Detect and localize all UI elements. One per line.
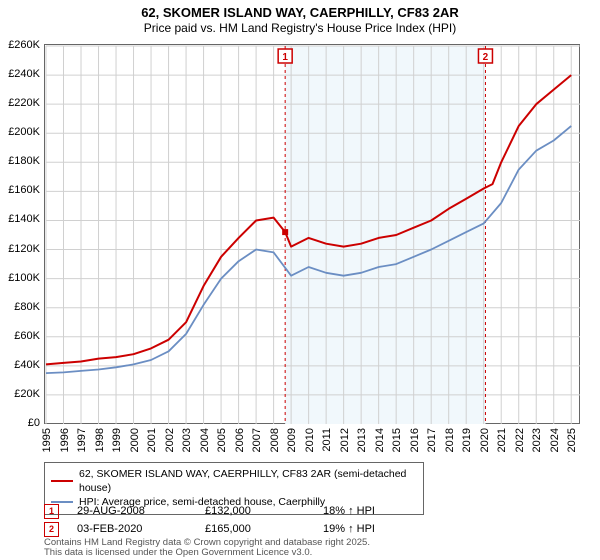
xtick-label: 2012	[339, 428, 351, 452]
ytick-label: £60K	[0, 330, 40, 342]
xtick-label: 2002	[164, 428, 176, 452]
marker-date: 29-AUG-2008	[77, 505, 187, 517]
ytick-label: £160K	[0, 184, 40, 196]
marker-price: £165,000	[205, 523, 305, 535]
plot-svg: 12	[45, 45, 581, 425]
ytick-label: £220K	[0, 97, 40, 109]
marker-delta: 18% ↑ HPI	[323, 505, 443, 517]
ytick-label: £40K	[0, 359, 40, 371]
attribution-line: This data is licensed under the Open Gov…	[44, 548, 584, 558]
ytick-label: £200K	[0, 126, 40, 138]
xtick-label: 2008	[269, 428, 281, 452]
xtick-label: 2015	[391, 428, 403, 452]
ytick-label: £20K	[0, 388, 40, 400]
xtick-label: 2019	[461, 428, 473, 452]
plot-region: 12	[44, 44, 580, 424]
xtick-label: 2014	[374, 428, 386, 452]
markers-table: 1 29-AUG-2008 £132,000 18% ↑ HPI 2 03-FE…	[44, 502, 580, 538]
legend-swatch-property	[51, 480, 73, 482]
xtick-label: 2010	[304, 428, 316, 452]
page-title: 62, SKOMER ISLAND WAY, CAERPHILLY, CF83 …	[0, 0, 600, 21]
marker-row: 2 03-FEB-2020 £165,000 19% ↑ HPI	[44, 520, 580, 538]
xtick-label: 2017	[426, 428, 438, 452]
xtick-label: 2020	[479, 428, 491, 452]
xtick-label: 2003	[181, 428, 193, 452]
ytick-label: £140K	[0, 213, 40, 225]
marker-date: 03-FEB-2020	[77, 523, 187, 535]
attribution: Contains HM Land Registry data © Crown c…	[44, 538, 584, 558]
xtick-label: 2013	[356, 428, 368, 452]
marker-badge: 2	[44, 522, 59, 537]
legend-row-property: 62, SKOMER ISLAND WAY, CAERPHILLY, CF83 …	[51, 467, 417, 495]
xtick-label: 2004	[199, 428, 211, 452]
chart-area: 12	[44, 44, 580, 424]
xtick-label: 2021	[496, 428, 508, 452]
ytick-label: £0	[0, 417, 40, 429]
marker-price: £132,000	[205, 505, 305, 517]
xtick-label: 2016	[409, 428, 421, 452]
ytick-label: £180K	[0, 155, 40, 167]
xtick-label: 2024	[549, 428, 561, 452]
xtick-label: 2007	[251, 428, 263, 452]
xtick-label: 1997	[76, 428, 88, 452]
xtick-label: 2023	[531, 428, 543, 452]
xtick-label: 2022	[514, 428, 526, 452]
chart-container: 62, SKOMER ISLAND WAY, CAERPHILLY, CF83 …	[0, 0, 600, 560]
xtick-label: 2011	[321, 428, 333, 452]
xtick-label: 1996	[59, 428, 71, 452]
marker-delta: 19% ↑ HPI	[323, 523, 443, 535]
marker-badge: 1	[44, 504, 59, 519]
xtick-label: 2001	[146, 428, 158, 452]
xtick-label: 2006	[234, 428, 246, 452]
ytick-label: £100K	[0, 272, 40, 284]
xtick-label: 1999	[111, 428, 123, 452]
xtick-label: 2018	[444, 428, 456, 452]
xtick-label: 2005	[216, 428, 228, 452]
xtick-label: 2009	[286, 428, 298, 452]
ytick-label: £240K	[0, 68, 40, 80]
svg-text:1: 1	[282, 52, 288, 63]
marker-row: 1 29-AUG-2008 £132,000 18% ↑ HPI	[44, 502, 580, 520]
svg-text:2: 2	[483, 52, 489, 63]
xtick-label: 1995	[41, 428, 53, 452]
ytick-label: £120K	[0, 243, 40, 255]
xtick-label: 2025	[566, 428, 578, 452]
legend-label-property: 62, SKOMER ISLAND WAY, CAERPHILLY, CF83 …	[79, 467, 417, 495]
xtick-label: 1998	[94, 428, 106, 452]
page-subtitle: Price paid vs. HM Land Registry's House …	[0, 21, 600, 39]
ytick-label: £260K	[0, 39, 40, 51]
ytick-label: £80K	[0, 301, 40, 313]
xtick-label: 2000	[129, 428, 141, 452]
